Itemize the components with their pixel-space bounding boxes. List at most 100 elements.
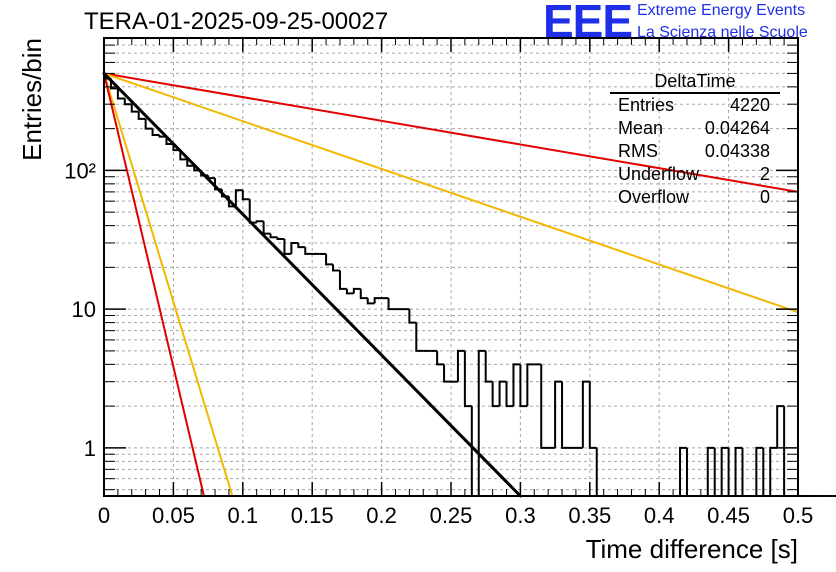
stats-row-rms: RMS 0.04338 [610, 140, 780, 163]
histogram-bin [727, 447, 736, 497]
fit-line-lower-red [103, 72, 205, 497]
histogram-bin [137, 111, 146, 120]
histogram-bin [720, 446, 729, 496]
histogram-bin [332, 264, 340, 272]
histogram-bin [366, 298, 375, 305]
histogram-bin [741, 447, 750, 497]
stats-label: Overflow [618, 187, 690, 207]
histogram-bin [297, 242, 306, 249]
eee-logo: EEE [543, 0, 633, 47]
histogram-bin [581, 380, 590, 448]
histogram-bin [456, 349, 465, 382]
stats-value: 0 [759, 187, 770, 207]
histogram-bin [290, 241, 299, 254]
histogram-bin [685, 447, 694, 497]
histogram-bin [755, 446, 764, 496]
histogram-bin [241, 190, 250, 201]
histogram-bin [116, 88, 125, 100]
histogram-bin [262, 221, 271, 235]
logo-line-1: Extreme Energy Events [637, 2, 806, 19]
histogram-bin [436, 350, 445, 366]
histogram-bin [103, 77, 111, 496]
histogram-bin [783, 406, 792, 497]
x-tick-label: 0.5 [783, 503, 814, 528]
histogram-bin [123, 98, 132, 106]
stats-label: RMS [618, 141, 658, 161]
histogram-bin [706, 446, 715, 496]
y-tick-label: 10 [72, 297, 96, 322]
stats-row-overflow: Overflow 0 [610, 186, 780, 209]
stats-row-entries: Entries 4220 [610, 94, 780, 117]
histogram-bin [186, 159, 195, 167]
fit-line-upper-red [103, 72, 799, 193]
stats-label: Underflow [618, 164, 700, 184]
histogram-bin [165, 136, 174, 145]
stats-name: DeltaTime [610, 70, 780, 94]
histogram-bin [561, 381, 569, 449]
histogram-bin [463, 350, 472, 408]
x-tick-label: 0.05 [152, 503, 195, 528]
histogram-bin [443, 364, 451, 383]
histogram-bin [762, 447, 771, 497]
histogram-bin [588, 381, 597, 449]
histogram-bin [491, 381, 500, 408]
stats-value: 2 [759, 164, 770, 184]
histogram-bin [734, 446, 743, 496]
stats-value: 0.04338 [704, 141, 770, 161]
x-tick-label: 0 [98, 503, 110, 528]
axis-ticks [103, 37, 799, 496]
x-tick-label: 0.4 [644, 503, 675, 528]
histogram-bin [713, 447, 722, 497]
histogram-bin [304, 247, 313, 255]
stats-row-mean: Mean 0.04264 [610, 117, 780, 140]
histogram-bin [234, 189, 243, 207]
histogram-bin [283, 239, 292, 255]
histogram-bin [359, 288, 368, 300]
histogram-bin [512, 363, 521, 407]
stats-box: DeltaTime Entries 4220 Mean 0.04264 RMS … [610, 70, 780, 209]
logo-line-2: La Scienza nelle Scuole [637, 24, 808, 41]
histogram-bin [505, 381, 514, 408]
histogram-bin [130, 104, 139, 113]
y-tick-label: 10² [64, 158, 96, 183]
histogram-bin [769, 446, 778, 496]
fit-lines [103, 72, 799, 497]
x-tick-label: 0.25 [430, 503, 473, 528]
histogram-bin [179, 150, 188, 161]
x-tick-label: 0.35 [568, 503, 611, 528]
histogram-bin [540, 364, 549, 449]
fit-line-lower-orange [103, 72, 234, 497]
stats-label: Mean [618, 118, 664, 138]
histogram-bin [484, 350, 493, 383]
histogram-bin [144, 118, 153, 130]
histogram-bin [345, 288, 354, 295]
x-tick-label: 0.2 [366, 503, 397, 528]
histogram-bin [269, 233, 278, 239]
histogram-bin [519, 364, 528, 408]
histogram-bin [415, 322, 424, 352]
stats-value: 0.04264 [704, 118, 770, 138]
histogram-bin [595, 447, 604, 497]
histogram-bin [338, 270, 347, 290]
y-axis-title: Entries/bin [17, 38, 47, 161]
histogram-bin [408, 309, 417, 324]
histogram-bin [325, 253, 334, 266]
y-tick-label: 1 [84, 436, 96, 461]
histogram-bin [255, 220, 264, 223]
histogram-bin [158, 134, 167, 138]
axis-labels: 0 0.05 0.1 0.15 0.2 0.25 0.3 0.35 0.4 0.45 0.5 1 10 1… [17, 38, 813, 564]
histogram-bin [498, 380, 507, 407]
stats-label: Entries [618, 95, 675, 115]
fit-line-upper-orange [103, 72, 799, 314]
x-tick-label: 0.45 [707, 503, 750, 528]
histogram-bin [352, 287, 361, 294]
stats-row-underflow: Underflow 2 [610, 163, 780, 186]
run-title: TERA-01-2025-09-25-00027 [84, 8, 389, 35]
histogram-bin [679, 446, 687, 496]
histogram-bin [248, 199, 257, 224]
histogram-bin [477, 349, 486, 496]
x-axis-title: Time difference [s] [586, 534, 798, 564]
fit-line-fit [102, 71, 522, 498]
histogram-bin [151, 128, 160, 136]
histogram-bin [373, 297, 382, 304]
